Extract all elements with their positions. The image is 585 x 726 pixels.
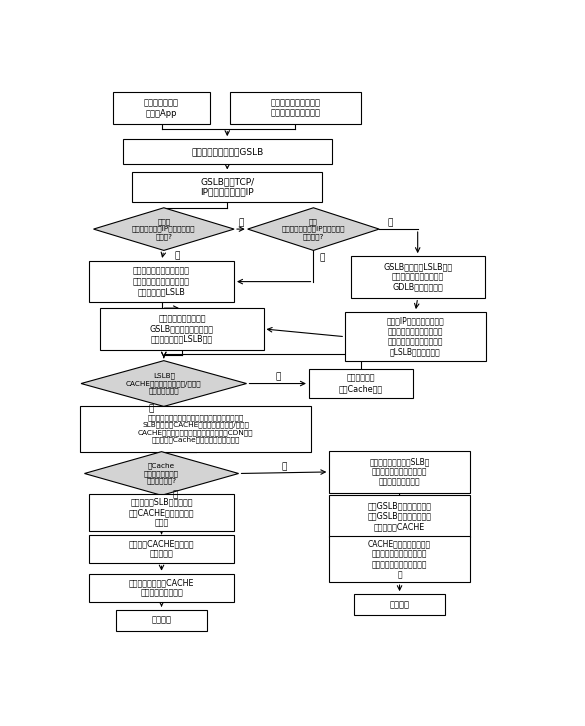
Polygon shape <box>94 208 234 250</box>
Text: 本地未命中，本地的SLB触
发被动分发同步流程（参见
被动分发同步流程）: 本地未命中，本地的SLB触 发被动分发同步流程（参见 被动分发同步流程） <box>369 457 430 487</box>
Text: 请求GSLB查询全局内容目
录，GSLB将该内容的链接
信息返回给CACHE: 请求GSLB查询全局内容目 录，GSLB将该内容的链接 信息返回给CACHE <box>367 501 432 531</box>
FancyBboxPatch shape <box>101 308 263 350</box>
Text: 是: 是 <box>173 490 178 499</box>
FancyBboxPatch shape <box>309 370 413 398</box>
Text: 否: 否 <box>238 219 243 227</box>
Text: 用户通过前台网站浏览
器中输入要网站的域名: 用户通过前台网站浏览 器中输入要网站的域名 <box>270 98 320 118</box>
Text: 是: 是 <box>149 404 154 414</box>
Text: 在动
态路径表中查找该IP所属的网段
是否存在?: 在动 态路径表中查找该IP所属的网段 是否存在? <box>281 219 345 240</box>
Text: GSLB轮循测试LSLB离用
户的距离及时延，并报告
GDLB确定最优站点: GSLB轮循测试LSLB离用 户的距离及时延，并报告 GDLB确定最优站点 <box>383 262 452 292</box>
Text: LSLB对
CACHE节点服务器健康性/负载进
行健康状态检测: LSLB对 CACHE节点服务器健康性/负载进 行健康状态检测 <box>126 372 202 394</box>
Text: 流程结束: 流程结束 <box>152 616 171 624</box>
FancyBboxPatch shape <box>329 451 470 493</box>
FancyBboxPatch shape <box>113 92 210 123</box>
Text: 基于用户就近性，根据
GSLB负载均衡策略，将用
户重定向到最优LSLB节点: 基于用户就近性，根据 GSLB负载均衡策略，将用 户重定向到最优LSLB节点 <box>150 314 214 344</box>
FancyBboxPatch shape <box>80 406 311 452</box>
Text: 用户最终与最优的CACHE
节点服务器建立连接: 用户最终与最优的CACHE 节点服务器建立连接 <box>129 578 194 597</box>
FancyBboxPatch shape <box>123 139 332 164</box>
FancyBboxPatch shape <box>89 574 234 602</box>
FancyBboxPatch shape <box>132 172 322 202</box>
Text: 用户通过移动终
端打开App: 用户通过移动终 端打开App <box>144 98 179 118</box>
FancyBboxPatch shape <box>89 494 234 531</box>
Polygon shape <box>81 361 246 407</box>
Text: 对用户对内容访问的请求进行本地负载均衡处理，
SLB综合考虑CACHE节点服务器健康性/负载、
CACHE节点服务器内容分布状况，选择在CDN节点
内最适当的C: 对用户对内容访问的请求进行本地负载均衡处理， SLB综合考虑CACHE节点服务器… <box>138 414 253 444</box>
Text: CACHE通过链接重定向方
式为用户提供服务，将用户
指向原始内容服务器获取内
容: CACHE通过链接重定向方 式为用户提供服务，将用户 指向原始内容服务器获取内 … <box>368 539 431 579</box>
Text: 否: 否 <box>388 219 393 227</box>
Polygon shape <box>247 208 379 250</box>
Text: 本Cache
服务器内是否有用
户请求的内容?: 本Cache 服务器内是否有用 户请求的内容? <box>144 462 179 484</box>
Text: 用户请求CACHE节点服务
器提供服务: 用户请求CACHE节点服务 器提供服务 <box>129 539 194 558</box>
FancyBboxPatch shape <box>329 495 470 537</box>
Text: GSLB通过TCP/
IP握手获得客户的IP: GSLB通过TCP/ IP握手获得客户的IP <box>200 177 254 197</box>
Text: 该客户被透明重定向命令导
向到静态路径表中所设定的
优先级最高的LSLB: 该客户被透明重定向命令导 向到静态路径表中所设定的 优先级最高的LSLB <box>133 266 190 296</box>
Polygon shape <box>84 452 239 495</box>
Text: 流程结束: 流程结束 <box>390 600 409 609</box>
FancyBboxPatch shape <box>329 537 470 582</box>
FancyBboxPatch shape <box>351 256 484 298</box>
FancyBboxPatch shape <box>116 610 207 631</box>
Text: 否: 否 <box>281 462 287 472</box>
Text: 是: 是 <box>175 251 180 260</box>
Text: 是: 是 <box>320 253 325 263</box>
Text: 否: 否 <box>275 372 280 382</box>
Text: 轮循操作选择
其他Cache节点: 轮循操作选择 其他Cache节点 <box>339 374 383 393</box>
FancyBboxPatch shape <box>354 594 445 615</box>
Text: 本地命中，SLB将用户重定
向到CACHE节点服务器提
供服务: 本地命中，SLB将用户重定 向到CACHE节点服务器提 供服务 <box>129 497 194 527</box>
FancyBboxPatch shape <box>89 261 234 303</box>
Text: 在静态
路径表中查找该IP所属的网段是
否存在?: 在静态 路径表中查找该IP所属的网段是 否存在? <box>132 219 195 240</box>
Text: 添加该IP地址所在的网段至
动态最近路径表，供后续用
户直接与最优的分配层节点
的LSLB设备建立连接: 添加该IP地址所在的网段至 动态最近路径表，供后续用 户直接与最优的分配层节点 … <box>387 317 444 356</box>
FancyBboxPatch shape <box>89 534 234 563</box>
FancyBboxPatch shape <box>229 92 361 123</box>
Text: 用户请求被直接指向GSLB: 用户请求被直接指向GSLB <box>191 147 263 156</box>
FancyBboxPatch shape <box>345 312 486 362</box>
